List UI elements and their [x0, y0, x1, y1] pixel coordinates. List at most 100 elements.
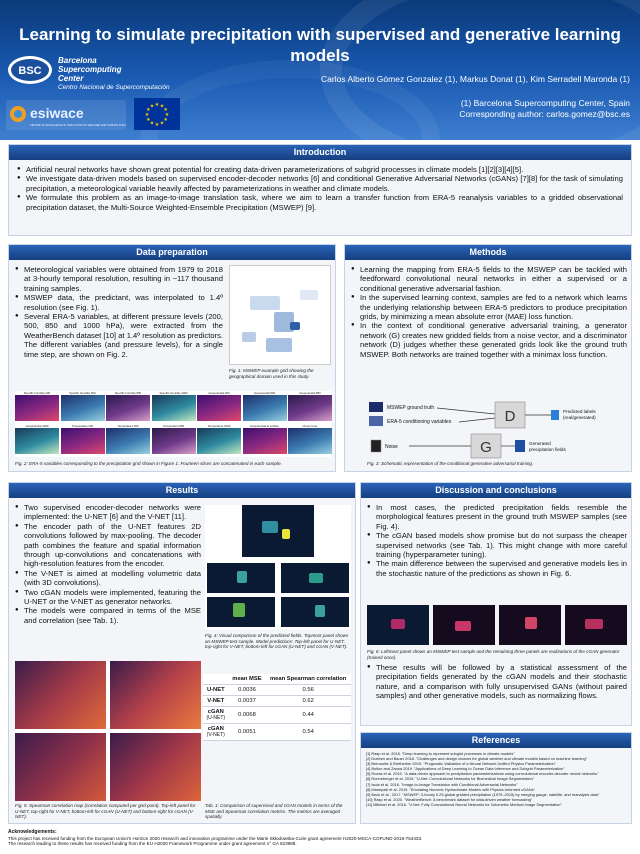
svg-text:CENTRE OF EXCELLENCE IN SIMULA: CENTRE OF EXCELLENCE IN SIMULATION OF WE…: [30, 123, 126, 127]
introduction-list: Artificial neural networks have shown gr…: [9, 160, 631, 212]
eu-star: ★: [155, 102, 160, 108]
list-item: [10] Rasp et al. 2020. "WeatherBench: A …: [366, 796, 533, 802]
list-item: [3] Brenowitz & Bretherton 2019. "Progno…: [366, 761, 556, 767]
list-item: [6] Ronneberger et al. 2015. "U-Net: Con…: [366, 776, 535, 782]
eu-star: ★: [146, 107, 151, 113]
eu-star: ★: [155, 122, 160, 128]
discussion-list-2: These results will be followed by a stat…: [367, 663, 627, 701]
fig6-cgan-realizations: [367, 605, 627, 645]
fig5-correlation-maps: [15, 661, 201, 801]
list-item: Two supervised encoder-decoder networks …: [15, 503, 201, 522]
list-item: We formulate this problem as an image-to…: [17, 193, 623, 212]
era5-panel-title: Specific humidity 500: [69, 391, 96, 395]
list-item: [8] Manepalli et al. 2019. "Emulating Nu…: [366, 786, 536, 792]
fig4-predictions: [205, 505, 351, 629]
svg-text:MSWEP ground truth: MSWEP ground truth: [387, 405, 434, 411]
methods-section: Methods Learning the mapping from ERA-5 …: [344, 244, 632, 472]
references-section: References [1] Rasp et al. 2018. "Deep l…: [360, 732, 632, 824]
list-item: [5] Rozas et al. 2019. "A data-driven ap…: [366, 771, 599, 777]
eu-star: ★: [150, 103, 155, 109]
era5-panel-title: Geopotential 500: [253, 391, 276, 395]
era5-panel: Specific humidity 500: [60, 391, 105, 421]
list-item: In the context of conditional generative…: [351, 321, 627, 359]
fig4-caption: Fig. 4: Visual comparison of the predict…: [205, 633, 349, 650]
list-item: The encoder path of the U-NET features 2…: [15, 522, 201, 569]
eu-star: ★: [163, 107, 168, 113]
era5-panel: Specific humidity 850: [106, 391, 150, 421]
list-item: These results will be followed by a stat…: [367, 663, 627, 701]
era5-panel-title: Specific humidity 200: [23, 391, 51, 395]
list-item: The V-NET is aimed at modelling volumetr…: [15, 569, 201, 588]
svg-text:D: D: [505, 408, 516, 425]
eu-star: ★: [163, 117, 168, 123]
references-list: [1] Rasp et al. 2018. "Deep learning to …: [361, 748, 631, 810]
discussion-heading: Discussion and conclusions: [361, 483, 631, 498]
results-section: Results Two supervised encoder-decoder n…: [8, 482, 356, 824]
eu-star: ★: [145, 112, 150, 118]
list-item: [7] Isola et al. 2016. "Image-to-Image T…: [366, 781, 518, 787]
list-item: Two cGAN models were implemented, featur…: [15, 588, 201, 607]
discussion-list: In most cases, the predicted precipitati…: [367, 503, 627, 578]
eu-star: ★: [165, 112, 170, 118]
list-item: Artificial neural networks have shown gr…: [17, 165, 623, 175]
era5-panel: Geopotential 1000: [15, 424, 59, 454]
table-row: U-NET 0.0036 0.56: [203, 684, 351, 696]
svg-text:Noise: Noise: [385, 444, 398, 450]
svg-text:Generated: Generated: [529, 441, 551, 446]
list-item: [2] Dueben and Bauer 2018. "Challenges a…: [366, 756, 587, 762]
list-item: The main difference between the supervis…: [367, 559, 627, 578]
authors: Carlos Alberto Gómez Gonzalez (1), Marku…: [321, 74, 630, 84]
eu-flag-icon: ★★★★★★★★★ ★ ★★: [134, 98, 180, 130]
results-heading: Results: [9, 483, 355, 498]
table-row: cGAN (V-NET) 0.0051 0.54: [203, 723, 351, 741]
list-item: [9] Beck et al., 2017. "MSWEP: 3-hourly …: [366, 791, 600, 797]
era5-panel: Temperature 500: [106, 424, 150, 454]
fig3-cgan-diagram: MSWEP ground truth ERA-5 conditioning va…: [369, 401, 596, 459]
references-heading: References: [361, 733, 631, 748]
era5-panel: Geopotential 500: [242, 391, 287, 421]
methods-heading: Methods: [345, 245, 631, 260]
era5-panel: Temperature 200: [60, 424, 105, 454]
list-item: We investigate data-driven models based …: [17, 174, 623, 193]
eu-star: ★: [146, 117, 151, 123]
fig1-mswep-map: [229, 265, 331, 365]
list-item: Meteorological variables were obtained f…: [15, 265, 223, 293]
svg-text:precipitation fields: precipitation fields: [529, 447, 566, 452]
fig1-caption: Fig. 1: MSWEP example grid showing the g…: [229, 368, 314, 379]
era5-panel: Cloud cover: [288, 424, 332, 454]
table-caption: Tab. 1: Comparison of supervised and cGA…: [205, 803, 343, 820]
results-table: mean MSE mean Spearman correlation U-NET…: [203, 674, 351, 741]
era5-panel: Geopotential 850: [288, 391, 332, 421]
svg-text:(real/generated): (real/generated): [563, 415, 596, 420]
list-item: In the supervised learning context, samp…: [351, 293, 627, 321]
list-item: The cGAN based models show promise but d…: [367, 531, 627, 559]
era5-panel-title: Temperature 850: [162, 424, 185, 428]
introduction-section: Introduction Artificial neural networks …: [8, 144, 632, 236]
bsc-logo: BSC: [8, 56, 52, 84]
era5-panel-title: Temperature 200: [71, 424, 94, 428]
era5-panel: Specific humidity 1000: [151, 391, 196, 421]
eu-star: ★: [160, 121, 165, 127]
era5-panel-title: Geopotential 850: [299, 391, 321, 395]
data-preparation-heading: Data preparation: [9, 245, 335, 260]
methods-list: Learning the mapping from ERA-5 fields t…: [351, 265, 627, 359]
svg-text:G: G: [480, 439, 492, 456]
discussion-section: Discussion and conclusions In most cases…: [360, 482, 632, 726]
list-item: The models were compared in terms of the…: [15, 606, 201, 625]
era5-panel: Specific humidity 200: [15, 391, 59, 421]
era5-panel-title: Temperature 1000: [207, 424, 231, 428]
era5-panel-title: Geopotential 1000: [25, 424, 49, 428]
fig5-caption: Fig. 5: Spearman correlation map (correl…: [15, 803, 196, 820]
fig2-caption: Fig. 2: ERA-5 variables corresponding to…: [15, 461, 282, 466]
table-row: cGAN (U-NET) 0.0068 0.44: [203, 706, 351, 724]
list-item: MSWEP data, the predictant, was interpol…: [15, 293, 223, 312]
list-item: [1] Rasp et al. 2018. "Deep learning to …: [366, 751, 515, 756]
affiliation: (1) Barcelona Supercomputing Center, Spa…: [459, 98, 630, 119]
era5-panel-title: Geopotential 200: [208, 391, 230, 395]
list-item: In most cases, the predicted precipitati…: [367, 503, 627, 531]
era5-panel: Temperature 850: [151, 424, 196, 454]
era5-panel-title: Geopotential at surface: [250, 424, 279, 428]
eu-star: ★: [160, 103, 165, 109]
esiwace-logo: esiwace CENTRE OF EXCELLENCE IN SIMULATI…: [6, 100, 126, 130]
data-preparation-list: Meteorological variables were obtained f…: [15, 265, 223, 359]
